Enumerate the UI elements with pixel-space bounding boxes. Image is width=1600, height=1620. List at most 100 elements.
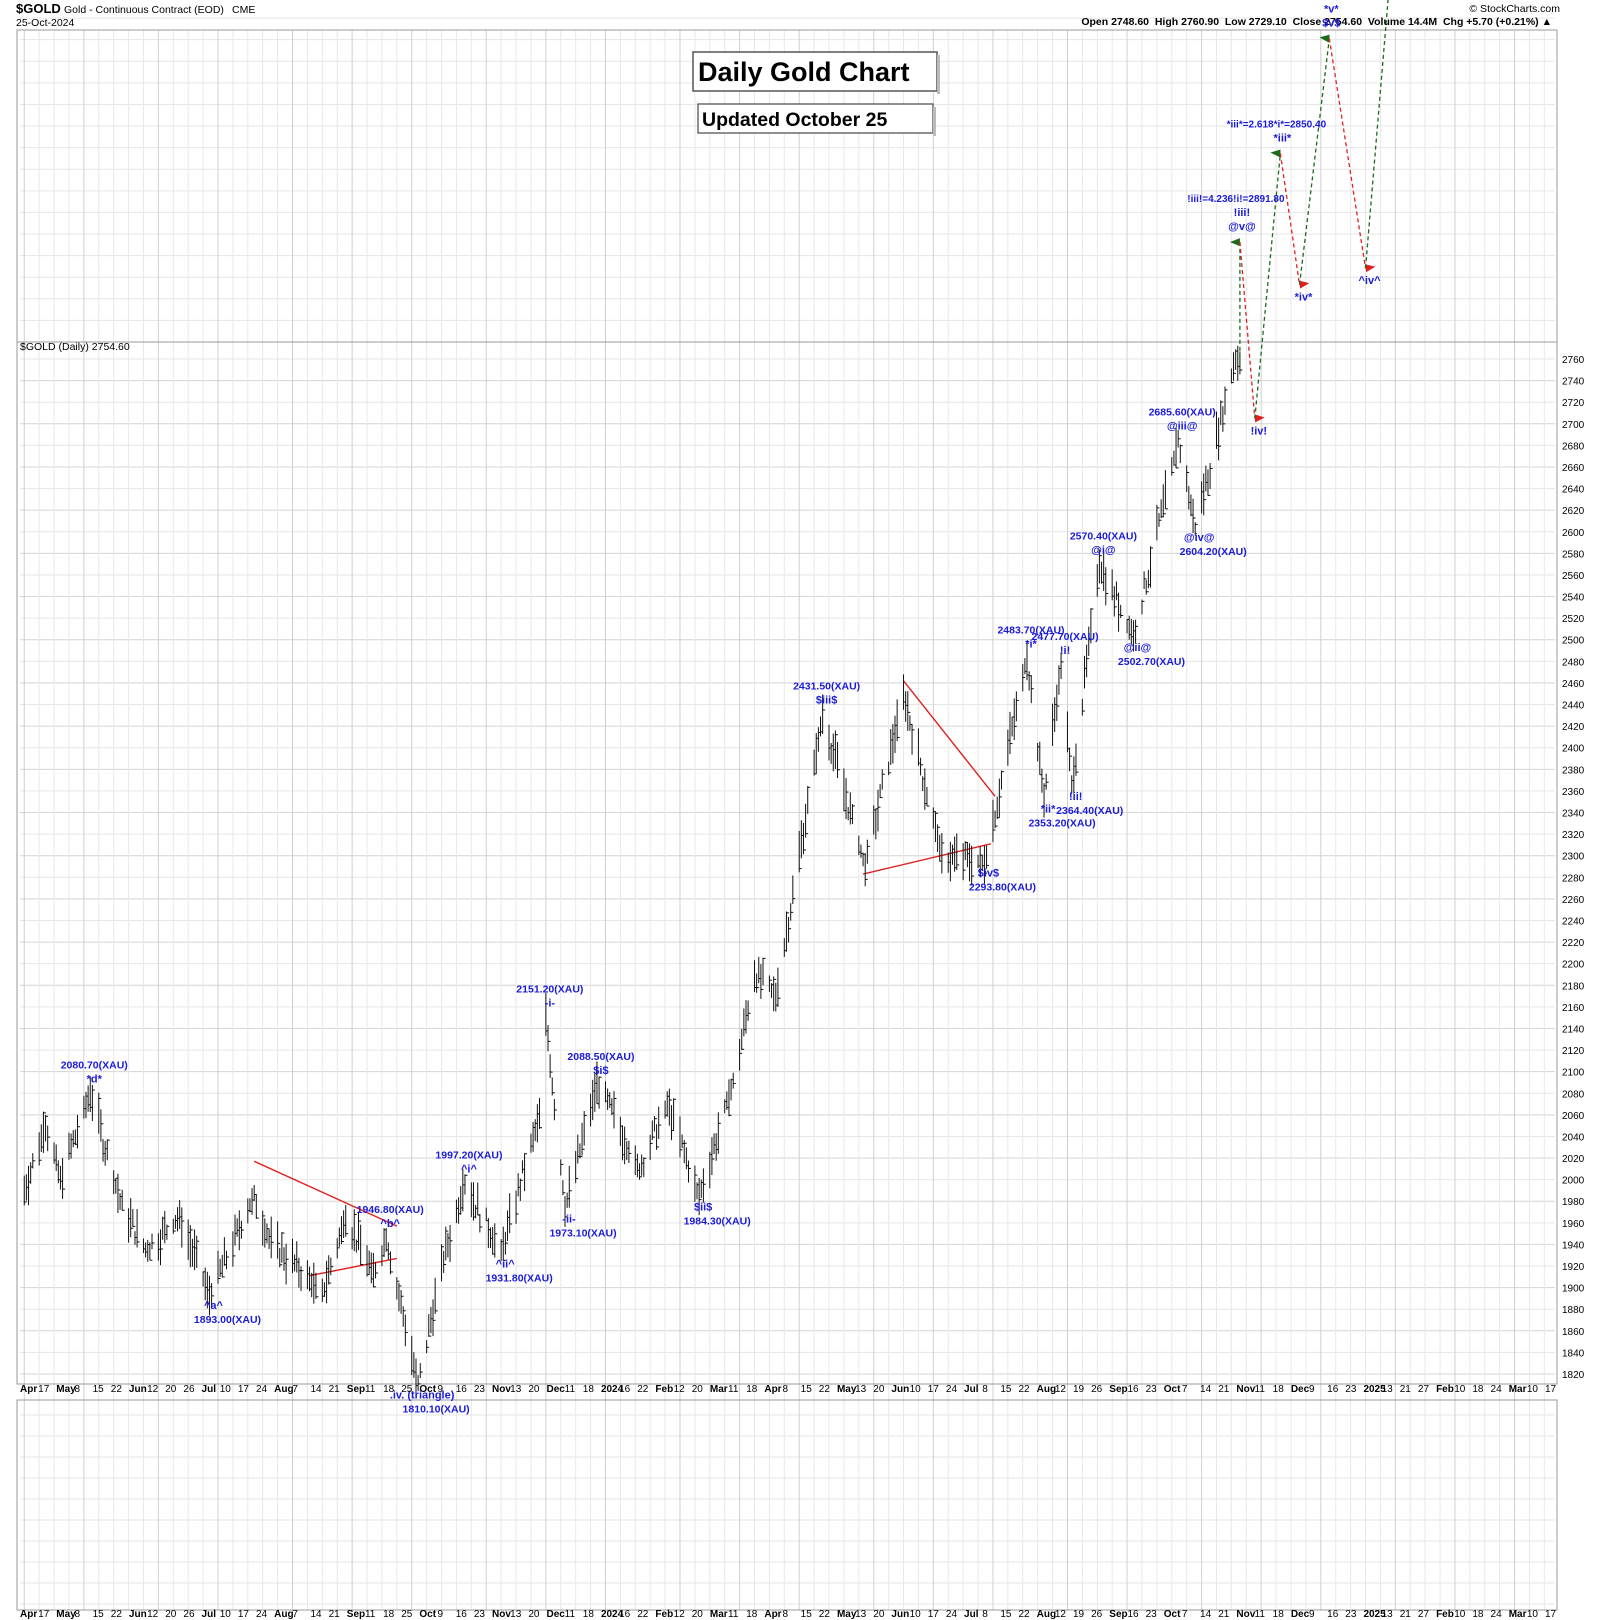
x-tick-label: 22 bbox=[1019, 1609, 1031, 1620]
x-tick-label: 21 bbox=[1218, 1609, 1230, 1620]
x-tick-label: 17 bbox=[928, 1609, 940, 1620]
x-tick-label: 17 bbox=[928, 1384, 940, 1395]
x-tick-label: 16 bbox=[1327, 1609, 1339, 1620]
y-tick-label: 2520 bbox=[1562, 614, 1585, 625]
x-tick-label: 20 bbox=[528, 1384, 540, 1395]
x-tick-label: 20 bbox=[528, 1609, 540, 1620]
x-tick-label: Sep bbox=[1109, 1609, 1127, 1620]
x-tick-label: 24 bbox=[1491, 1609, 1503, 1620]
x-tick-label: Aug bbox=[274, 1609, 293, 1620]
x-tick-label: 10 bbox=[220, 1609, 232, 1620]
y-tick-label: 2020 bbox=[1562, 1154, 1585, 1165]
wave-value-label: 2502.70(XAU) bbox=[1118, 656, 1185, 668]
y-tick-label: 2600 bbox=[1562, 528, 1585, 539]
wave-value-label: 2685.60(XAU) bbox=[1149, 406, 1216, 418]
projection-arrow bbox=[1364, 0, 1389, 269]
x-tick-label: Jul bbox=[964, 1609, 979, 1620]
x-tick-label: 18 bbox=[1273, 1609, 1285, 1620]
x-tick-label: May bbox=[837, 1609, 857, 1620]
x-tick-label: Apr bbox=[20, 1609, 37, 1620]
x-tick-label: Jun bbox=[891, 1384, 909, 1395]
y-tick-label: 1860 bbox=[1562, 1327, 1585, 1338]
x-tick-label: 8 bbox=[74, 1609, 80, 1620]
price-legend: $GOLD (Daily) 2754.60 bbox=[20, 341, 130, 353]
x-tick-label: 17 bbox=[38, 1609, 50, 1620]
x-tick-label: 13 bbox=[855, 1384, 867, 1395]
price-stats: Open 2748.60 High 2760.90 Low 2729.10 Cl… bbox=[1081, 16, 1552, 28]
y-tick-label: 2180 bbox=[1562, 981, 1585, 992]
x-tick-label: 14 bbox=[310, 1384, 322, 1395]
x-tick-label: 14 bbox=[310, 1609, 322, 1620]
x-tick-label: Oct bbox=[1164, 1609, 1181, 1620]
y-tick-label: 1980 bbox=[1562, 1197, 1585, 1208]
x-tick-label: 12 bbox=[1055, 1384, 1067, 1395]
projection-target-label: !iii!=4.236!i!=2891.80 bbox=[1187, 194, 1285, 205]
x-tick-label: 17 bbox=[1545, 1384, 1557, 1395]
y-tick-label: 2640 bbox=[1562, 485, 1585, 496]
brand: © StockCharts.com bbox=[1469, 3, 1560, 15]
wave-label: -i- bbox=[545, 997, 556, 1009]
x-tick-label: 20 bbox=[165, 1609, 177, 1620]
y-tick-label: 2760 bbox=[1562, 355, 1585, 366]
y-tick-label: 2480 bbox=[1562, 657, 1585, 668]
x-tick-label: 12 bbox=[147, 1384, 159, 1395]
wave-value-label: 2353.20(XAU) bbox=[1028, 817, 1095, 829]
wave-value-label: 2431.50(XAU) bbox=[793, 681, 860, 693]
x-tick-label: 11 bbox=[565, 1384, 576, 1395]
wave-label: -ii- bbox=[562, 1214, 576, 1226]
x-tick-label: Dec bbox=[1291, 1609, 1310, 1620]
x-tick-label: 16 bbox=[1127, 1384, 1139, 1395]
projection-wave-label: *iii* bbox=[1273, 132, 1291, 144]
wave-value-label: 2151.20(XAU) bbox=[516, 983, 583, 995]
price-bars bbox=[23, 345, 1243, 1393]
x-tick-label: 20 bbox=[873, 1609, 885, 1620]
x-tick-label: Dec bbox=[1291, 1384, 1310, 1395]
x-tick-label: 8 bbox=[74, 1384, 80, 1395]
y-tick-label: 2300 bbox=[1562, 852, 1585, 863]
x-tick-label: Jul bbox=[202, 1384, 217, 1395]
x-tick-label: 23 bbox=[474, 1609, 486, 1620]
wave-label: $iii$ bbox=[816, 695, 837, 707]
x-tick-label: 24 bbox=[1491, 1384, 1503, 1395]
x-tick-label: 8 bbox=[982, 1384, 988, 1395]
price-panel bbox=[16, 341, 1558, 1385]
projection-target-label: *iii*=2.618*i*=2850.40 bbox=[1227, 119, 1327, 130]
y-tick-label: 2400 bbox=[1562, 744, 1585, 755]
exchange: CME bbox=[232, 4, 255, 16]
projection-wave-label: *iv* bbox=[1295, 292, 1313, 304]
y-tick-label: 2380 bbox=[1562, 765, 1585, 776]
y-axis: 1820 1840 1860 1880 1900 1920 1940 1960 1980 2000… bbox=[1562, 355, 1585, 1381]
x-tick-label: 22 bbox=[111, 1609, 123, 1620]
wave-value-label: 1893.00(XAU) bbox=[194, 1314, 261, 1326]
chart-grid bbox=[20, 17, 1555, 1610]
x-tick-label: 24 bbox=[946, 1384, 958, 1395]
wave-label: ^ii^ bbox=[496, 1258, 516, 1270]
y-tick-label: 2680 bbox=[1562, 441, 1585, 452]
y-tick-label: 1920 bbox=[1562, 1262, 1585, 1273]
wave-label: @iii@ bbox=[1167, 420, 1198, 432]
x-tick-label: Sep bbox=[347, 1609, 365, 1620]
y-tick-label: 2660 bbox=[1562, 463, 1585, 474]
x-tick-label: 25 bbox=[401, 1384, 413, 1395]
projection-wave-label: ^iii^ bbox=[1320, 0, 1343, 2]
x-tick-label: Feb bbox=[1436, 1609, 1454, 1620]
y-tick-label: 2120 bbox=[1562, 1046, 1585, 1057]
projection-wave-label: ^iv^ bbox=[1359, 275, 1382, 287]
wave-value-label: 2604.20(XAU) bbox=[1180, 546, 1247, 558]
x-tick-label: 2024 bbox=[601, 1609, 624, 1620]
wave-value-label: 1973.10(XAU) bbox=[549, 1228, 616, 1240]
x-tick-label: 19 bbox=[1073, 1384, 1085, 1395]
y-tick-label: 2040 bbox=[1562, 1132, 1585, 1143]
wave-label: !ii! bbox=[1069, 791, 1082, 803]
x-tick-label: 8 bbox=[982, 1609, 988, 1620]
x-tick-label: 23 bbox=[1146, 1609, 1158, 1620]
y-tick-label: 2420 bbox=[1562, 722, 1585, 733]
wave-label: .iv. (triangle) bbox=[390, 1390, 455, 1402]
x-tick-label: 11 bbox=[565, 1609, 576, 1620]
x-tick-label: 19 bbox=[1073, 1609, 1085, 1620]
wave-label: @ii@ bbox=[1124, 642, 1152, 654]
x-tick-label: 9 bbox=[438, 1609, 444, 1620]
x-tick-label: Feb bbox=[655, 1609, 673, 1620]
x-tick-label: Dec bbox=[546, 1384, 565, 1395]
y-tick-label: 2240 bbox=[1562, 916, 1585, 927]
